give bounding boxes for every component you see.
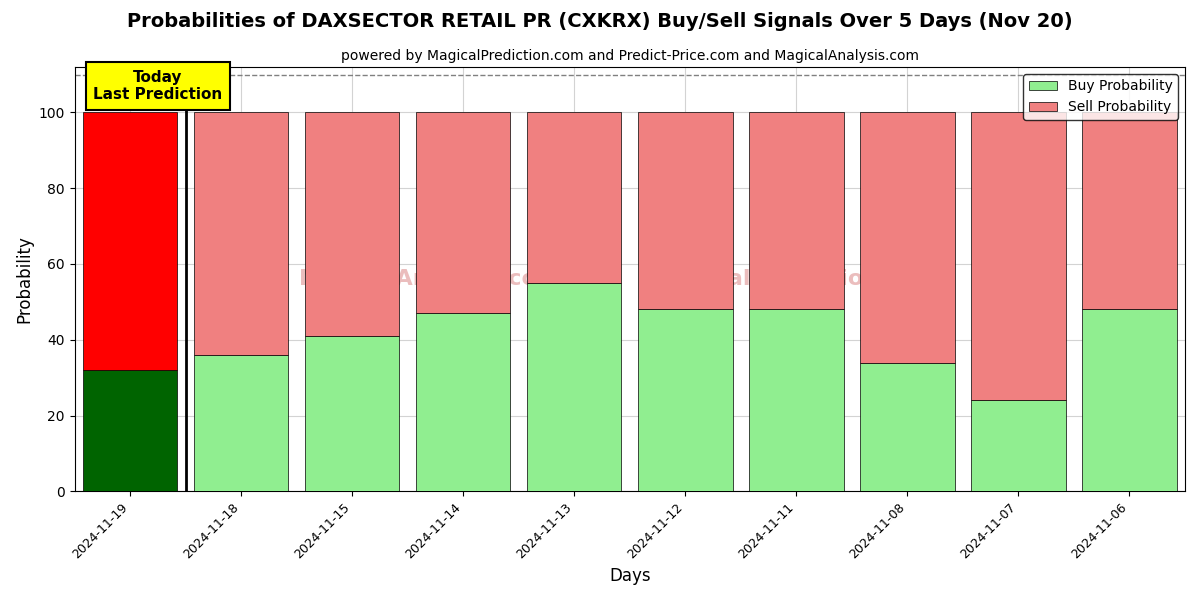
Text: Today
Last Prediction: Today Last Prediction xyxy=(94,70,222,102)
Bar xyxy=(527,283,622,491)
Bar xyxy=(83,370,178,491)
Bar xyxy=(194,112,288,355)
X-axis label: Days: Days xyxy=(610,567,650,585)
Bar xyxy=(971,112,1066,400)
Bar xyxy=(749,112,844,310)
Bar xyxy=(638,310,732,491)
Bar xyxy=(638,112,732,310)
Text: Probabilities of DAXSECTOR RETAIL PR (CXKRX) Buy/Sell Signals Over 5 Days (Nov 2: Probabilities of DAXSECTOR RETAIL PR (CX… xyxy=(127,12,1073,31)
Text: MagicalAnalysis.com: MagicalAnalysis.com xyxy=(300,269,560,289)
Bar xyxy=(305,336,400,491)
Bar xyxy=(860,112,955,362)
Text: MagicalPrediction.com: MagicalPrediction.com xyxy=(654,269,940,289)
Bar xyxy=(1082,112,1177,310)
Bar xyxy=(416,112,510,313)
Bar xyxy=(416,313,510,491)
Bar xyxy=(305,112,400,336)
Bar xyxy=(1082,310,1177,491)
Bar xyxy=(527,112,622,283)
Title: powered by MagicalPrediction.com and Predict-Price.com and MagicalAnalysis.com: powered by MagicalPrediction.com and Pre… xyxy=(341,49,919,63)
Bar xyxy=(971,400,1066,491)
Bar xyxy=(749,310,844,491)
Y-axis label: Probability: Probability xyxy=(16,235,34,323)
Bar xyxy=(860,362,955,491)
Legend: Buy Probability, Sell Probability: Buy Probability, Sell Probability xyxy=(1024,74,1178,120)
Bar xyxy=(194,355,288,491)
Bar xyxy=(83,112,178,370)
